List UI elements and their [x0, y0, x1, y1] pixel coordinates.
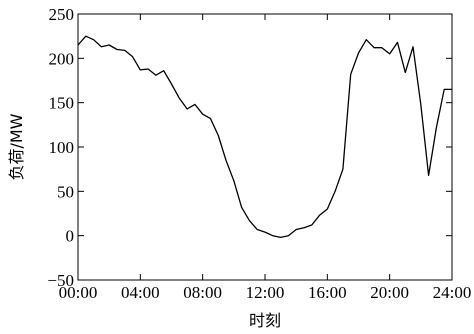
y-tick-label: 150 — [49, 94, 75, 113]
plot-area-frame — [77, 13, 453, 281]
y-axis-title: 负荷/MW — [7, 113, 26, 180]
y-tick-label: 250 — [49, 5, 75, 24]
y-axis-ticks: 250 200 150 100 50 0 −50 — [47, 5, 452, 290]
x-tick-label: 00:00 — [59, 283, 98, 302]
y-tick-label: 0 — [66, 227, 75, 246]
x-axis-title: 时刻 — [249, 311, 281, 330]
x-tick-label: 20:00 — [370, 283, 409, 302]
series-line — [77, 35, 452, 239]
x-tick-label: 24:00 — [433, 283, 472, 302]
x-tick-label: 04:00 — [121, 283, 160, 302]
x-tick-label: 12:00 — [246, 283, 285, 302]
y-tick-label: −50 — [47, 271, 74, 290]
series-lines — [77, 35, 452, 239]
y-tick-label: 50 — [57, 182, 74, 201]
x-axis-ticks: 00:00 04:00 08:00 12:00 16:00 20:00 24:00 — [59, 14, 472, 302]
y-tick-label: 100 — [49, 138, 75, 157]
y-tick-label: 200 — [49, 49, 75, 68]
x-tick-label: 08:00 — [183, 283, 222, 302]
x-tick-label: 16:00 — [308, 283, 347, 302]
